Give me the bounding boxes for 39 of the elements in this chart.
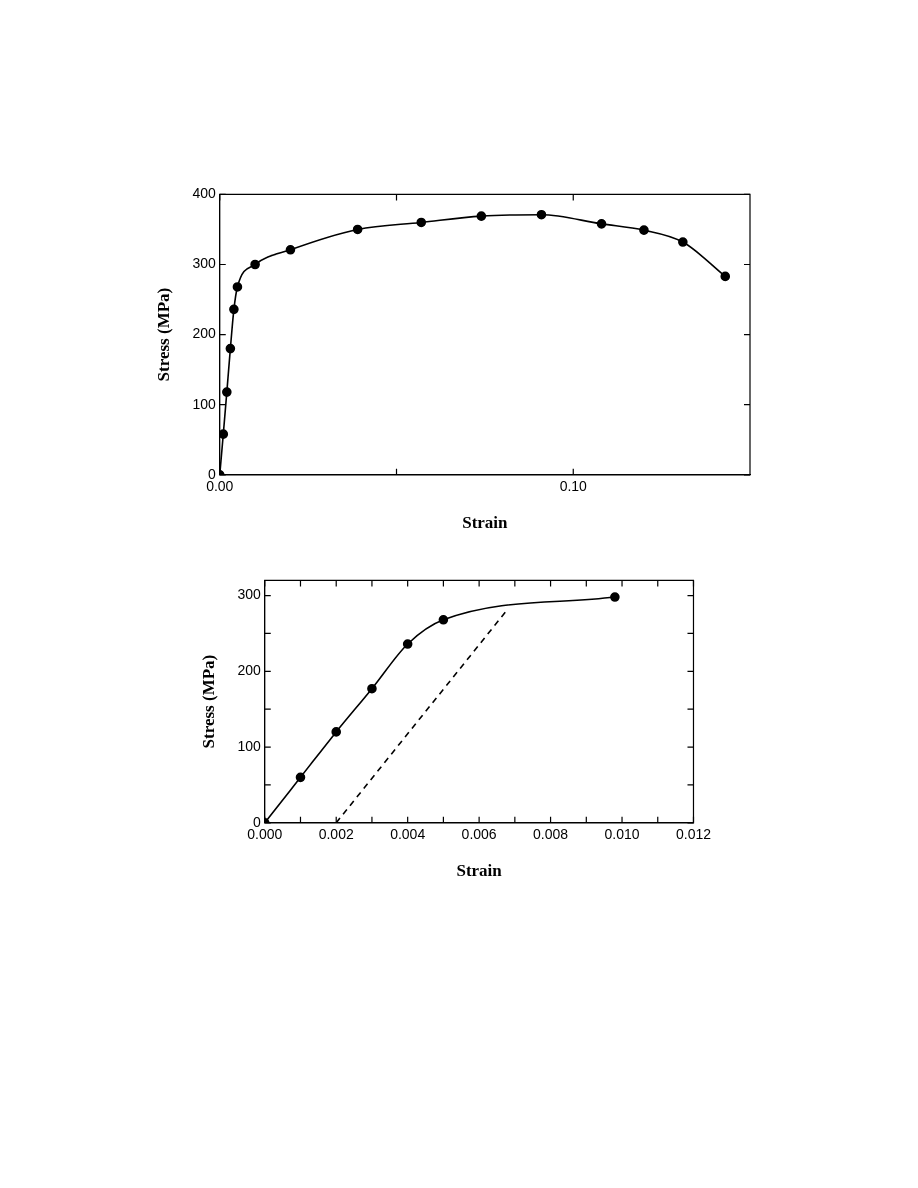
x-tick-label: 0.004 <box>390 826 426 843</box>
point <box>352 224 363 235</box>
y-tick-label: 200 <box>192 325 216 342</box>
x-tick-label: 0.008 <box>533 826 569 843</box>
point <box>720 271 731 282</box>
point <box>416 217 427 228</box>
y-tick-label: 100 <box>237 737 261 754</box>
point <box>476 211 487 221</box>
x-tick-label: 0.002 <box>318 826 354 843</box>
point <box>639 225 649 235</box>
y-tick-label: 300 <box>192 255 216 272</box>
point <box>402 639 413 649</box>
x-axis-title: Strain <box>456 861 503 881</box>
point <box>229 304 239 315</box>
y-tick-label: 300 <box>237 586 261 603</box>
y-axis-title: Stress (MPa) <box>198 654 218 749</box>
point <box>250 259 260 270</box>
point <box>219 429 229 439</box>
y-tick-label: 200 <box>237 662 261 679</box>
y-tick-label: 400 <box>192 185 216 202</box>
x-tick-label: 0.006 <box>461 826 497 843</box>
point <box>285 244 296 255</box>
x-tick-label: 0.010 <box>604 826 640 843</box>
point <box>222 387 232 397</box>
point <box>678 237 688 247</box>
point <box>596 219 607 229</box>
x-axis-title: Strain <box>462 513 509 533</box>
point <box>295 772 306 783</box>
point <box>536 209 547 220</box>
y-axis-title: Stress (MPa) <box>153 287 173 382</box>
point <box>367 683 377 694</box>
point <box>438 614 449 625</box>
y-tick-label: 100 <box>192 395 216 412</box>
x-tick-label: 0.10 <box>559 478 588 495</box>
point <box>232 282 243 292</box>
x-tick-label: 0.012 <box>675 826 712 843</box>
point <box>225 343 236 354</box>
point <box>331 727 342 737</box>
point <box>610 592 620 602</box>
